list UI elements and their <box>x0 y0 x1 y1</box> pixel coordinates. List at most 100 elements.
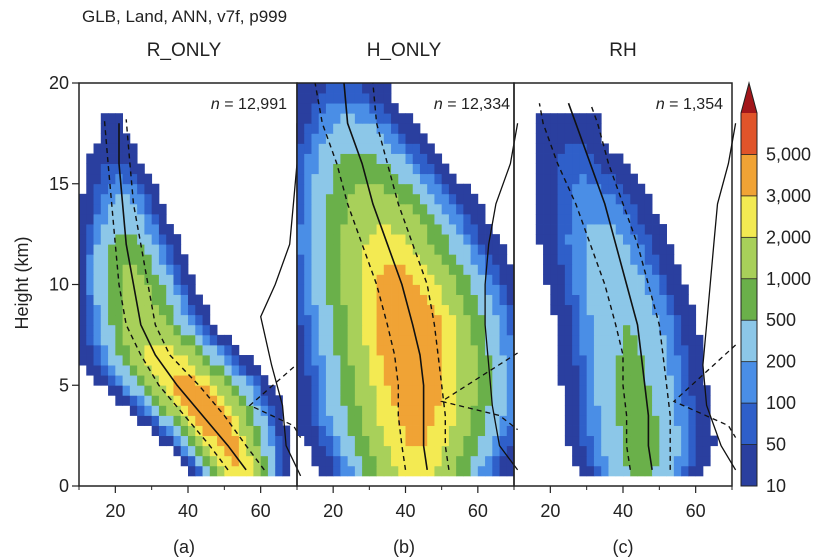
heatmap-cell <box>564 264 573 275</box>
heatmap-cell <box>637 334 646 346</box>
heatmap-cell <box>347 103 356 114</box>
heatmap-cell <box>383 395 392 406</box>
x-tick-label: 20 <box>323 501 343 521</box>
heatmap-cell <box>441 304 450 316</box>
heatmap-cell <box>86 254 94 265</box>
heatmap-cell <box>362 455 370 467</box>
heatmap-cell <box>158 294 167 306</box>
heatmap-cell <box>144 183 153 195</box>
heatmap-cell <box>383 385 392 396</box>
heatmap-cell <box>398 395 406 406</box>
heatmap-cell <box>535 143 544 154</box>
heatmap-cell <box>485 445 493 457</box>
heatmap-cell <box>586 274 595 285</box>
colorbar-band <box>741 113 757 155</box>
heatmap-cell <box>383 405 392 416</box>
heatmap-cell <box>144 395 153 406</box>
heatmap-cell <box>608 435 617 447</box>
heatmap-cell <box>180 395 189 406</box>
y-axis-label: Height (km) <box>12 236 32 329</box>
heatmap-cell <box>477 465 486 477</box>
heatmap-cell <box>347 314 356 326</box>
heatmap-cell <box>434 224 443 235</box>
heatmap-cell <box>304 133 312 144</box>
median-line <box>343 82 428 471</box>
heatmap-cell <box>593 123 602 134</box>
heatmap-cell <box>108 274 116 285</box>
heatmap-cell <box>586 284 595 295</box>
heatmap-cell <box>666 284 675 295</box>
heatmap-cell <box>340 294 349 306</box>
heatmap-cell <box>246 355 254 366</box>
heatmap-cell <box>470 344 479 356</box>
heatmap-cell <box>297 113 305 124</box>
heatmap-cell <box>108 244 116 255</box>
heatmap-cell <box>122 375 131 386</box>
heatmap-cell <box>354 264 363 275</box>
heatmap-cell <box>376 103 385 114</box>
heatmap-cell <box>93 224 102 235</box>
heatmap-cell <box>369 385 377 396</box>
heatmap-cell <box>419 213 428 225</box>
heatmap-cell <box>615 435 624 447</box>
heatmap-cell <box>485 425 493 437</box>
heatmap-cell <box>318 435 327 447</box>
heatmap-cell <box>122 183 131 195</box>
heatmap-cell <box>217 425 225 437</box>
heatmap-cell <box>354 163 363 175</box>
heatmap-cell <box>492 385 500 396</box>
heatmap-cell <box>499 254 508 265</box>
heatmap-cell <box>137 294 145 306</box>
heatmap-cell <box>108 355 116 366</box>
heatmap-cell <box>311 324 320 336</box>
heatmap-cell <box>311 143 320 154</box>
heatmap-cell <box>115 213 123 225</box>
heatmap-cell <box>333 203 341 215</box>
heatmap-cell <box>260 465 269 477</box>
heatmap-cell <box>325 93 334 104</box>
heatmap-cell <box>419 355 428 366</box>
heatmap-cell <box>557 123 566 134</box>
heatmap-cell <box>615 355 624 366</box>
heatmap-cell <box>637 314 646 326</box>
heatmap-cell <box>369 435 377 447</box>
heatmap-cell <box>506 365 515 376</box>
heatmap-cell <box>354 405 363 416</box>
heatmap-cell <box>615 365 624 376</box>
heatmap-cell <box>630 274 638 285</box>
heatmap-cell <box>615 425 624 437</box>
heatmap-cell <box>456 324 464 336</box>
heatmap-cell <box>362 234 370 245</box>
heatmap-cell <box>137 203 145 215</box>
heatmap-cell <box>644 465 653 477</box>
heatmap-cell <box>673 284 682 295</box>
heatmap-cell <box>644 375 653 386</box>
heatmap-cell <box>456 224 464 235</box>
heatmap-cell <box>688 405 697 416</box>
heatmap-cell <box>434 234 443 245</box>
heatmap-cell <box>354 294 363 306</box>
heatmap-cell <box>188 274 196 285</box>
heatmap-cell <box>144 344 153 356</box>
heatmap-cell <box>564 415 573 426</box>
heatmap-cell <box>166 375 174 386</box>
heatmap-cell <box>652 244 660 255</box>
heatmap-cell <box>593 254 602 265</box>
heatmap-cell <box>412 183 421 195</box>
heatmap-cell <box>412 385 421 396</box>
heatmap-cell <box>485 465 493 477</box>
heatmap-cell <box>340 455 349 467</box>
heatmap-cell <box>195 304 203 316</box>
heatmap-cell <box>586 355 595 366</box>
heatmap-cell <box>93 254 102 265</box>
heatmap-cell <box>601 314 609 326</box>
heatmap-cell <box>151 234 160 245</box>
heatmap-cell <box>115 113 123 124</box>
heatmap-cell <box>659 314 667 326</box>
heatmap-cell <box>601 193 609 205</box>
heatmap-cell <box>173 344 182 356</box>
heatmap-cell <box>362 284 370 295</box>
heatmap-cell <box>630 455 638 467</box>
heatmap-cell <box>564 304 573 316</box>
heatmap-cell <box>659 415 667 426</box>
